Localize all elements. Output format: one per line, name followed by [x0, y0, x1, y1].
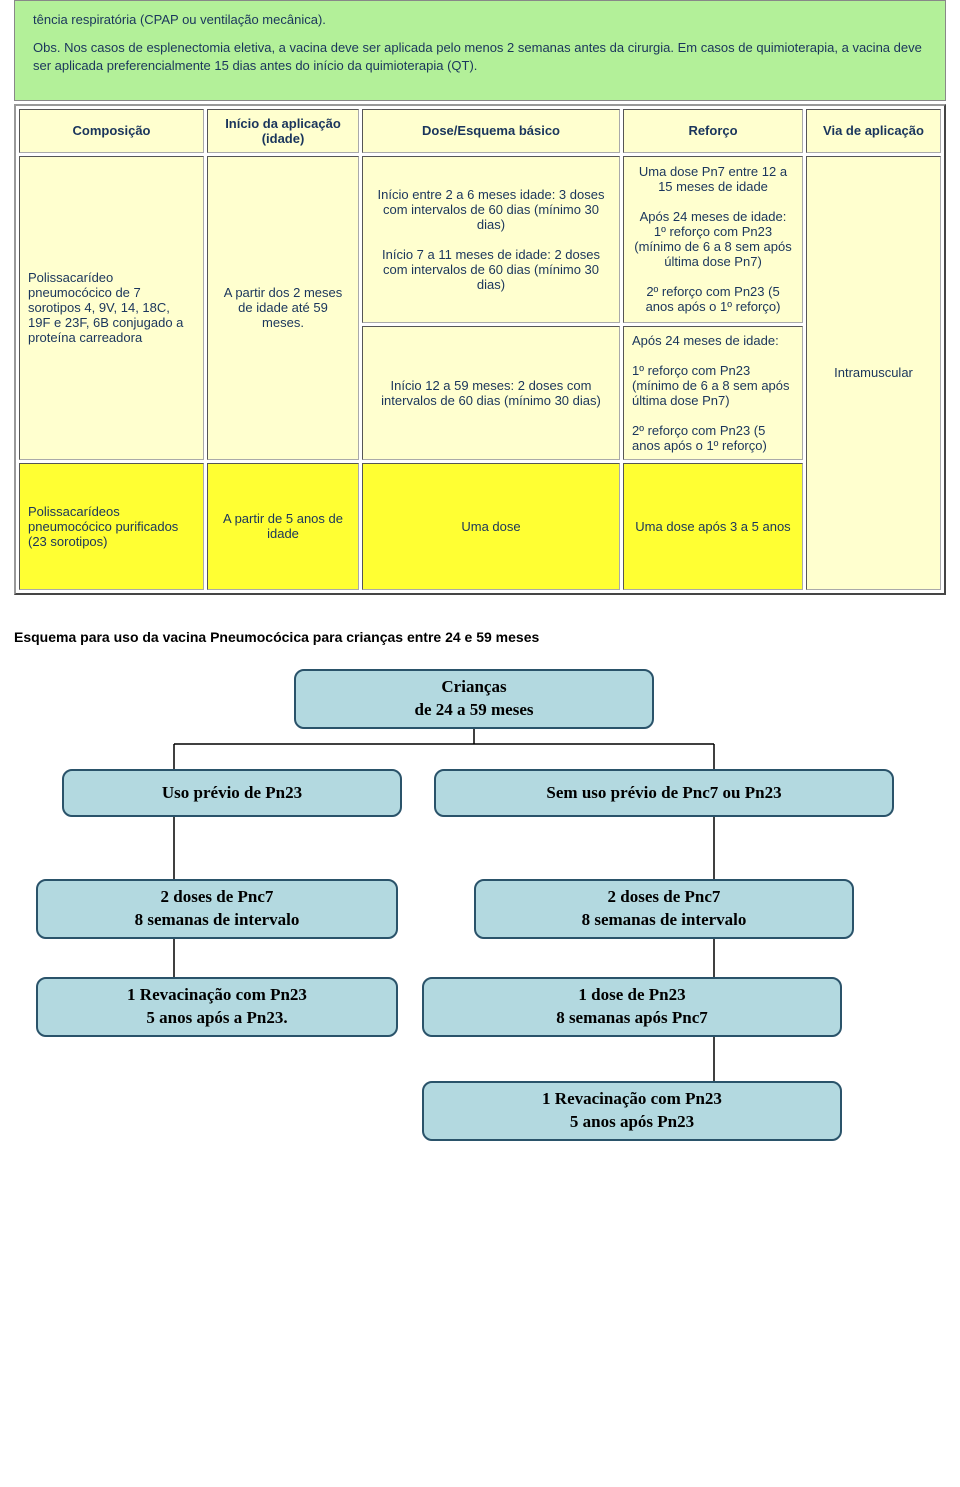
- intro-note: tência respiratória (CPAP ou ventilação …: [14, 0, 946, 101]
- flowchart-node-root: Crianças de 24 a 59 meses: [294, 669, 654, 729]
- cell-reforco-2: Uma dose após 3 a 5 anos: [623, 463, 803, 590]
- th-reforco: Reforço: [623, 109, 803, 153]
- flowchart: Crianças de 24 a 59 meses Uso prévio de P…: [14, 669, 946, 1209]
- vaccine-table: Composição Início da aplicação (idade) D…: [14, 104, 946, 595]
- th-dose: Dose/Esquema básico: [362, 109, 620, 153]
- flowchart-node-rightB: 2 doses de Pnc7 8 semanas de intervalo: [474, 879, 854, 939]
- cell-dose-2: Uma dose: [362, 463, 620, 590]
- th-inicio: Início da aplicação (idade): [207, 109, 359, 153]
- th-via: Via de aplicação: [806, 109, 941, 153]
- note-line-1: tência respiratória (CPAP ou ventilação …: [33, 11, 927, 29]
- th-composicao: Composição: [19, 109, 204, 153]
- cell-dose-1b: Início 12 a 59 meses: 2 doses com interv…: [362, 326, 620, 460]
- flowchart-node-leftA: Uso prévio de Pn23: [62, 769, 402, 817]
- cell-composicao-1: Polissacarídeo pneumocócico de 7 sorotip…: [19, 156, 204, 460]
- cell-reforco-1a: Uma dose Pn7 entre 12 a 15 meses de idad…: [623, 156, 803, 323]
- flowchart-node-rightD: 1 Revacinação com Pn23 5 anos após Pn23: [422, 1081, 842, 1141]
- cell-dose-1a: Início entre 2 a 6 meses idade: 3 doses …: [362, 156, 620, 323]
- cell-inicio-1: A partir dos 2 meses de idade até 59 mes…: [207, 156, 359, 460]
- flowchart-node-leftC: 1 Revacinação com Pn23 5 anos após a Pn2…: [36, 977, 398, 1037]
- flowchart-node-rightC: 1 dose de Pn23 8 semanas após Pnc7: [422, 977, 842, 1037]
- cell-reforco-1b: Após 24 meses de idade: 1º reforço com P…: [623, 326, 803, 460]
- flowchart-node-rightA: Sem uso prévio de Pnc7 ou Pn23: [434, 769, 894, 817]
- flowchart-node-leftB: 2 doses de Pnc7 8 semanas de intervalo: [36, 879, 398, 939]
- cell-composicao-2: Polissacarídeos pneumocócico purificados…: [19, 463, 204, 590]
- table-header-row: Composição Início da aplicação (idade) D…: [19, 109, 941, 153]
- diagram-title: Esquema para uso da vacina Pneumocócica …: [14, 629, 946, 645]
- table-row: Polissacarídeo pneumocócico de 7 sorotip…: [19, 156, 941, 323]
- table-row: Polissacarídeos pneumocócico purificados…: [19, 463, 941, 590]
- cell-inicio-2: A partir de 5 anos de idade: [207, 463, 359, 590]
- cell-via: Intramuscular: [806, 156, 941, 590]
- note-line-2: Obs. Nos casos de esplenectomia eletiva,…: [33, 39, 927, 75]
